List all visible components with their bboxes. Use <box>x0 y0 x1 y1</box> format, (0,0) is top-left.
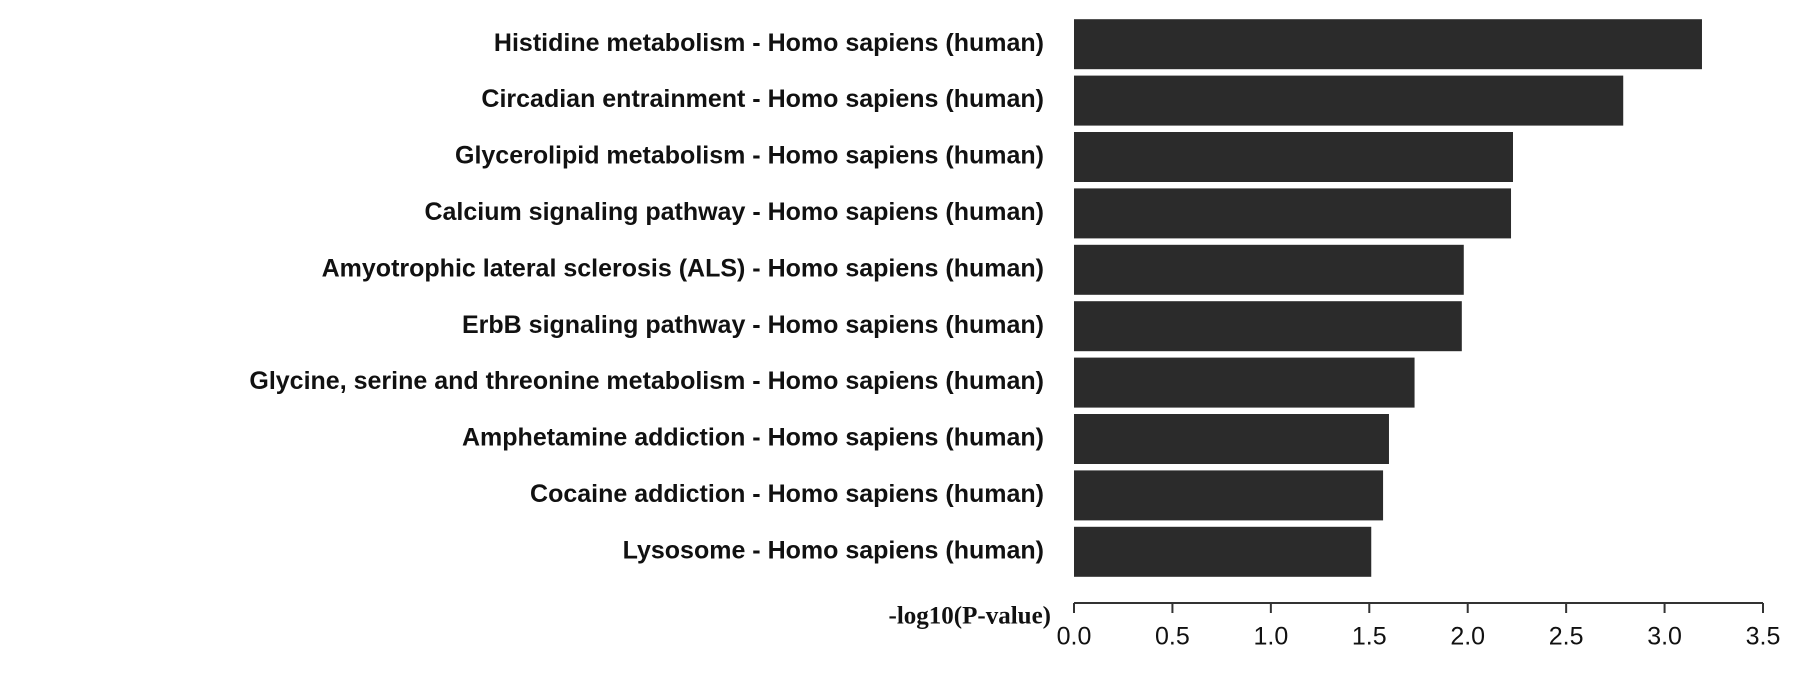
bar <box>1074 75 1624 126</box>
bar <box>1074 414 1389 464</box>
bar <box>1074 19 1702 70</box>
x-tick-label: 2.0 <box>1450 623 1485 651</box>
x-tick-label: 2.5 <box>1549 623 1584 651</box>
x-tick-label: 1.5 <box>1352 623 1387 651</box>
bar <box>1074 470 1384 521</box>
bar <box>1074 357 1415 408</box>
y-tick-label: Circadian entrainment - Homo sapiens (hu… <box>481 85 1044 113</box>
x-tick-label: 1.0 <box>1253 623 1288 651</box>
bar <box>1074 132 1513 182</box>
bar <box>1074 244 1464 295</box>
bar <box>1074 526 1372 577</box>
x-tick-label: 0.0 <box>1057 623 1092 651</box>
y-tick-label: ErbB signaling pathway - Homo sapiens (h… <box>462 311 1044 339</box>
x-tick-label: 3.0 <box>1647 623 1682 651</box>
x-tick-label: 0.5 <box>1155 623 1190 651</box>
x-tick-label: 3.5 <box>1746 623 1781 651</box>
y-tick-label: Cocaine addiction - Homo sapiens (human) <box>530 480 1044 508</box>
bar <box>1074 301 1462 352</box>
x-axis-title: -log10(P-value) <box>889 603 1051 630</box>
y-tick-label: Glycine, serine and threonine metabolism… <box>249 367 1044 395</box>
y-tick-label: Glycerolipid metabolism - Homo sapiens (… <box>455 142 1044 170</box>
y-tick-label: Histidine metabolism - Homo sapiens (hum… <box>494 29 1044 57</box>
y-tick-label: Lysosome - Homo sapiens (human) <box>623 536 1044 564</box>
y-tick-label: Calcium signaling pathway - Homo sapiens… <box>424 198 1044 226</box>
y-tick-label: Amphetamine addiction - Homo sapiens (hu… <box>462 424 1044 452</box>
y-tick-label: Amyotrophic lateral sclerosis (ALS) - Ho… <box>322 254 1044 282</box>
bar <box>1074 188 1512 239</box>
